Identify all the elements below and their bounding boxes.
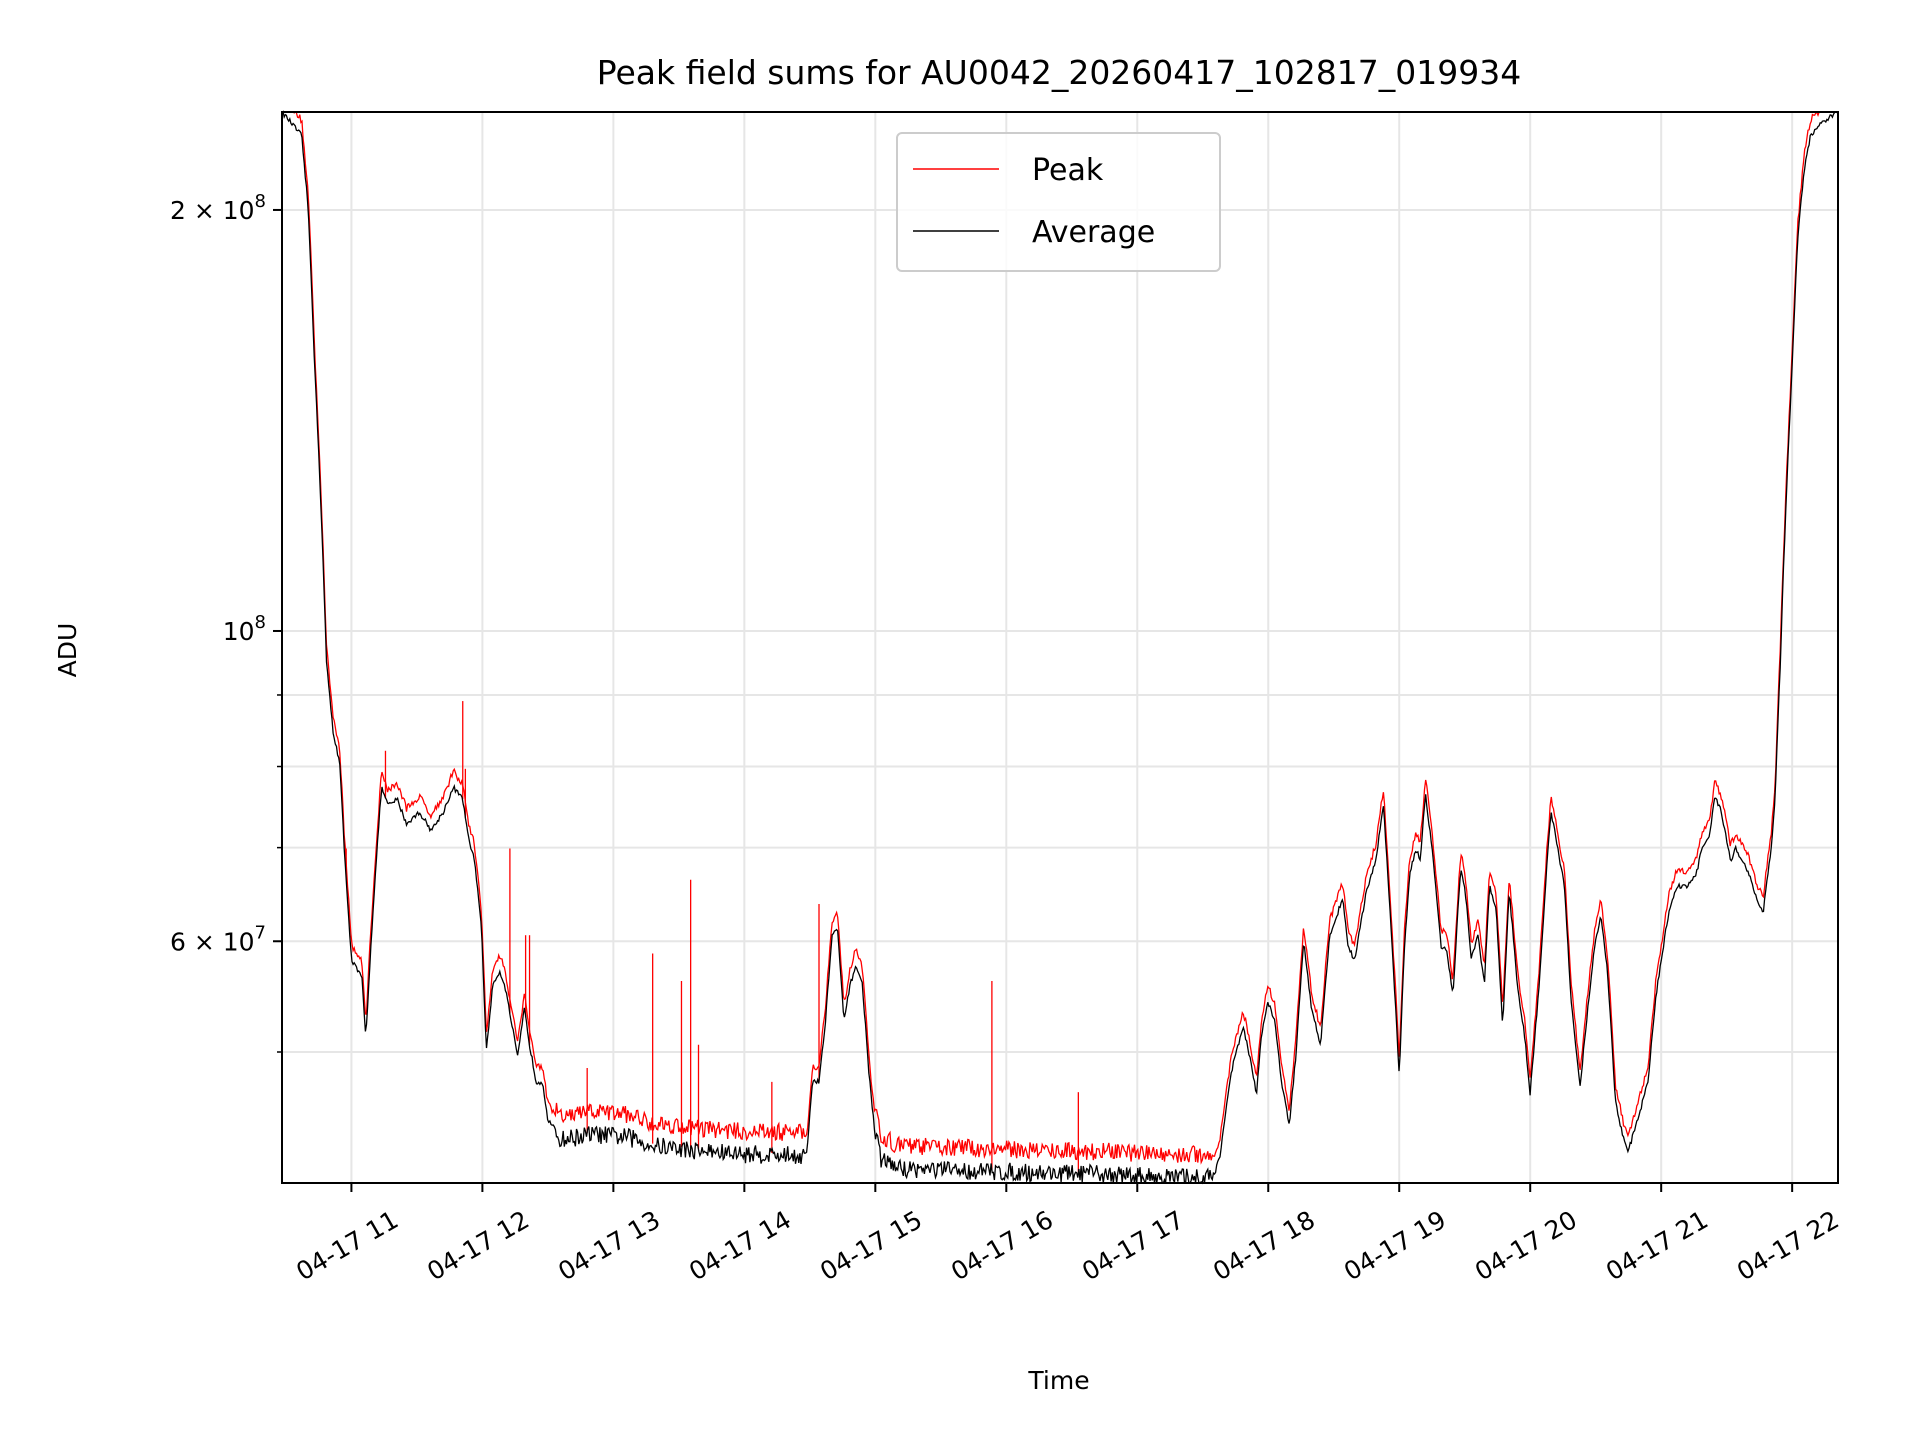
legend: Peak Average [896,132,1221,272]
chart-title: Peak field sums for AU0042_20260417_1028… [597,53,1521,92]
axes-frame [281,111,1839,1184]
y-axis-label: ADU [53,623,82,678]
y-tick-label: 2 × 108 [170,191,266,225]
y-tick-mantissa: 6 × 10 [170,927,255,956]
y-tick-mantissa: 2 × 10 [170,196,255,225]
grid [282,112,1838,1183]
legend-peak-label: Peak [1032,153,1104,188]
x-axis-label: Time [1027,1366,1089,1395]
y-tick-mantissa: 10 [223,617,255,646]
plot-lines [281,110,1839,1185]
y-tick-exponent: 7 [255,922,266,943]
legend-average-label: Average [1032,215,1155,250]
y-tick-exponent: 8 [255,191,266,212]
legend-box [896,132,1221,272]
y-tick-exponent: 8 [255,612,266,633]
y-tick-label: 6 × 107 [170,922,266,956]
y-tick-label: 108 [223,612,266,646]
peak-series-line [282,111,1838,1165]
average-series-line [281,110,1839,1185]
